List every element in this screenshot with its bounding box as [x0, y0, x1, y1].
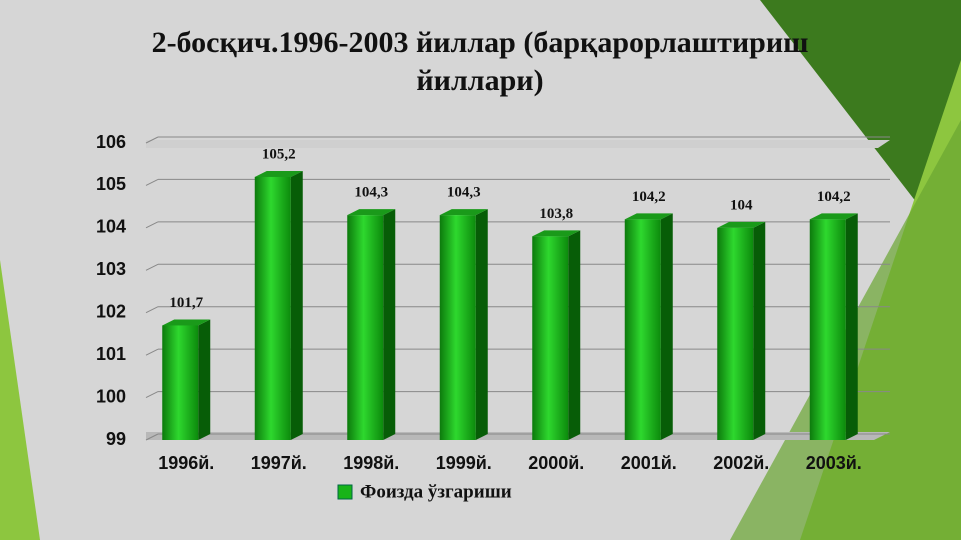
value-label: 104 — [730, 197, 753, 213]
bar — [809, 219, 846, 440]
x-tick-label: 1998й. — [343, 453, 399, 473]
bar-top — [254, 170, 303, 177]
x-tick-label: 2000й. — [528, 453, 584, 473]
value-label: 103,8 — [539, 206, 573, 222]
value-label: 104,3 — [447, 185, 481, 201]
bar — [532, 236, 569, 440]
legend-swatch — [337, 484, 353, 500]
bar-side — [660, 213, 673, 440]
bar — [717, 227, 754, 440]
bar-side — [198, 319, 211, 440]
grid-line — [145, 136, 159, 144]
bar-side — [383, 209, 396, 440]
bar-side — [845, 213, 858, 440]
y-tick-label: 104 — [96, 217, 126, 237]
decoration — [760, 0, 961, 260]
plot-wall — [146, 140, 890, 148]
bar — [347, 215, 384, 440]
y-tick-label: 102 — [96, 301, 126, 321]
chart-title: 2-босқич.1996-2003 йиллар (барқарорлашти… — [151, 26, 809, 97]
y-tick-label: 103 — [96, 259, 126, 279]
y-tick-label: 100 — [96, 386, 126, 406]
value-label: 105,2 — [262, 146, 296, 162]
x-tick-label: 1997й. — [251, 453, 307, 473]
grid-line — [145, 178, 159, 186]
x-tick-label: 2002й. — [713, 453, 769, 473]
bar-top — [809, 213, 858, 220]
grid-line — [145, 221, 159, 229]
x-tick-label: 1996й. — [158, 453, 214, 473]
bar-side — [753, 221, 766, 440]
value-label: 101,7 — [169, 295, 203, 311]
bar-top — [624, 213, 673, 220]
bar-top — [717, 221, 766, 228]
x-tick-label: 1999й. — [436, 453, 492, 473]
decoration — [0, 260, 40, 540]
value-label: 104,3 — [354, 185, 388, 201]
bar-top — [162, 319, 211, 326]
grid-line — [145, 433, 159, 441]
bar — [439, 215, 476, 440]
bar-side — [475, 209, 488, 440]
y-tick-label: 106 — [96, 132, 126, 152]
x-tick-label: 2003й. — [806, 453, 862, 473]
legend-label: Фоизда ўзгариши — [360, 481, 512, 502]
bar-side — [568, 230, 581, 440]
bar-top — [439, 209, 488, 216]
value-label: 104,2 — [817, 189, 851, 205]
grid-line — [145, 391, 159, 399]
grid-line — [145, 306, 159, 314]
grid-line — [145, 263, 159, 271]
bar-top — [347, 209, 396, 216]
grid-line — [145, 348, 159, 356]
bar-top — [532, 230, 581, 237]
bar — [624, 219, 661, 440]
value-label: 104,2 — [632, 189, 666, 205]
x-tick-label: 2001й. — [621, 453, 677, 473]
y-tick-label: 99 — [106, 429, 126, 449]
bar — [254, 176, 291, 440]
y-tick-label: 101 — [96, 344, 126, 364]
y-tick-label: 105 — [96, 174, 126, 194]
bar-side — [290, 170, 303, 440]
bar — [162, 325, 199, 440]
